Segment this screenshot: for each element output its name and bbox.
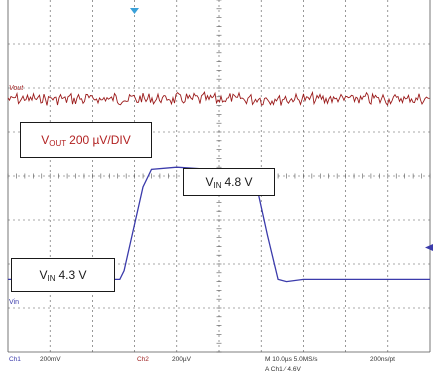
vin-low-value: 4.3 V — [58, 268, 87, 282]
vin-trace-label: Vin — [9, 299, 19, 306]
trigger-readout: A Ch1 ∕ 4.6V — [265, 366, 301, 373]
vin-high-symbol: V — [205, 175, 214, 189]
vin-low-annotation: V IN 4.3 V — [11, 258, 115, 292]
vin-low-subscript: IN — [47, 273, 56, 283]
vout-trace-label: Vout — [9, 85, 24, 92]
vout-annotation-subscript: OUT — [49, 138, 67, 148]
timebase-readout: M 10.0µs 5.0MS/s — [265, 356, 318, 363]
vout-scale-annotation: V OUT 200 µV/DIV — [20, 122, 152, 158]
vin-high-value: 4.8 V — [224, 175, 253, 189]
ch1-scale: 200mV — [40, 356, 61, 363]
vout-annotation-value: 200 µV/DIV — [69, 133, 131, 147]
vin-high-subscript: IN — [213, 180, 222, 190]
trigger-position-marker — [130, 8, 139, 14]
trigger-level-marker — [425, 244, 433, 251]
vout-trace — [7, 90, 430, 107]
ch1-label: Ch1 — [9, 356, 21, 363]
vin-high-annotation: V IN 4.8 V — [183, 168, 275, 196]
record-length-readout: 200ns/pt — [370, 356, 395, 363]
vout-annotation-symbol: V — [41, 133, 50, 147]
vin-low-symbol: V — [39, 268, 48, 282]
ch2-label: Ch2 — [137, 356, 149, 363]
ch2-scale: 200µV — [172, 356, 191, 363]
